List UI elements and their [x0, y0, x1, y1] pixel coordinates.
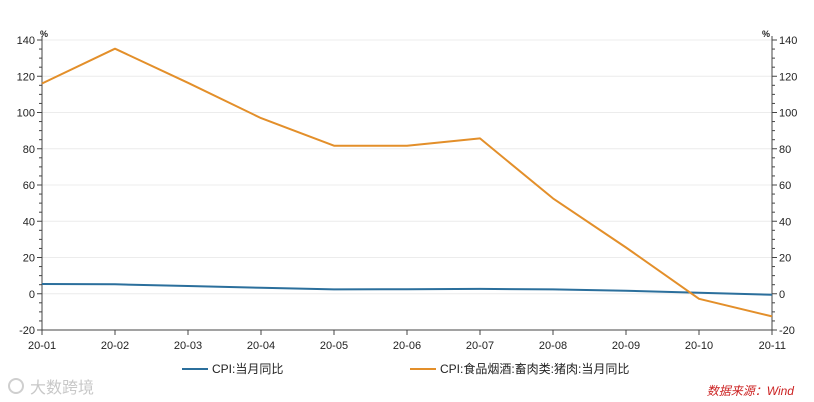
y-tick-label-right: 20 [779, 253, 791, 265]
watermark-logo-icon [8, 378, 24, 394]
y-tick-label-left: 20 [23, 253, 35, 265]
grid-lines [42, 39, 772, 295]
y-unit-left: % [40, 29, 48, 39]
tick-labels: -20 0 20 40 60 80 100 120 140 -20 0 20 40 60 80 100 120 1… [17, 29, 798, 352]
x-tick-label: 20-02 [101, 340, 129, 352]
y-unit-right: % [762, 29, 770, 39]
series-lines [41, 47, 773, 318]
y-tick-label-left: -20 [19, 325, 35, 337]
y-tick-label-right: 0 [779, 289, 785, 301]
axes [37, 36, 777, 335]
legend-label-pork: CPI:食品烟酒:畜肉类:猪肉:当月同比 [440, 362, 630, 376]
x-tick-label: 20-08 [539, 340, 567, 352]
y-tick-label-right: 60 [779, 180, 791, 192]
legend-item-cpi: CPI:当月同比 [182, 360, 283, 377]
source-note: 数据来源：Wind [706, 384, 794, 398]
series-line-0 [41, 283, 773, 296]
x-tick-label: 20-09 [612, 340, 640, 352]
series-line-1 [41, 47, 773, 318]
watermark-text: 大数跨境 [30, 380, 95, 397]
x-tick-label: 20-06 [393, 340, 421, 352]
y-tick-label-left: 100 [17, 108, 35, 120]
y-tick-label-left: 140 [17, 35, 35, 47]
y-tick-label-right: 40 [779, 216, 791, 228]
y-tick-label-right: -20 [779, 325, 795, 337]
x-tick-label: 20-11 [759, 340, 786, 352]
legend-item-pork: CPI:食品烟酒:畜肉类:猪肉:当月同比 [410, 360, 629, 377]
y-tick-label-left: 120 [17, 71, 35, 83]
y-tick-label-left: 60 [23, 180, 35, 192]
y-tick-label-right: 80 [779, 144, 791, 156]
y-tick-label-right: 140 [779, 35, 797, 47]
y-tick-label-left: 40 [23, 216, 35, 228]
x-tick-label: 20-03 [174, 340, 202, 352]
watermark: 大数跨境 [8, 374, 94, 398]
legend: CPI:当月同比 CPI:食品烟酒:畜肉类:猪肉:当月同比 [0, 360, 814, 380]
y-tick-label-right: 100 [779, 108, 797, 120]
x-tick-label: 20-05 [320, 340, 348, 352]
x-tick-label: 20-07 [466, 340, 494, 352]
legend-swatch-pork [410, 367, 436, 370]
y-tick-label-left: 0 [29, 289, 35, 301]
x-tick-label: 20-01 [28, 340, 56, 352]
x-tick-label: 20-10 [685, 340, 713, 352]
y-tick-label-left: 80 [23, 144, 35, 156]
legend-swatch-cpi [182, 367, 208, 370]
x-tick-label: 20-04 [247, 340, 275, 352]
legend-label-cpi: CPI:当月同比 [212, 362, 284, 376]
y-tick-label-right: 120 [779, 71, 797, 83]
